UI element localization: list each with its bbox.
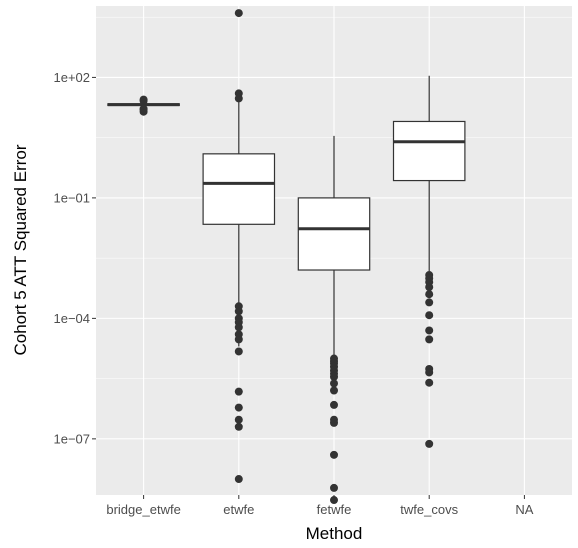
outlier-point [330, 400, 338, 409]
box-bridge-etwfe [107, 95, 180, 116]
box-fetwfe [297, 135, 371, 505]
outlier-point [330, 386, 338, 395]
y-axis-title: Cohort 5 ATT Squared Error [11, 144, 30, 355]
x-axis-title: Method [306, 524, 363, 543]
x-tick-label: twfe_covs [400, 502, 458, 517]
outlier-point [139, 95, 148, 104]
x-tick-label: fetwfe [317, 502, 352, 517]
interquartile-box [202, 153, 276, 225]
box-etwfe [202, 9, 276, 484]
y-tick-labels: 1e+02 1e−01 1e−04 1e−07 [53, 70, 96, 446]
box-layer [107, 9, 466, 505]
outlier-point [234, 347, 243, 356]
outlier-point [425, 378, 434, 387]
outlier-point [330, 418, 338, 427]
outlier-point [139, 104, 148, 113]
outlier-point [425, 290, 434, 299]
outlier-point [234, 323, 243, 332]
x-tick-label: etwfe [223, 502, 254, 517]
outlier-point [330, 483, 338, 492]
outlier-point [234, 387, 243, 396]
outlier-point [234, 335, 243, 344]
outlier-point [234, 422, 243, 431]
outlier-point [330, 450, 338, 459]
outlier-point [234, 307, 243, 316]
y-tick-label: 1e+02 [53, 70, 90, 85]
x-tick-labels: bridge_etwfe etwfe fetwfe twfe_covs NA [106, 495, 534, 517]
outlier-point [234, 9, 243, 18]
outlier-point [425, 298, 434, 307]
outlier-point [425, 326, 434, 335]
outlier-point [330, 379, 338, 388]
y-tick-label: 1e−07 [53, 431, 90, 446]
outlier-point [425, 311, 434, 320]
outlier-point [234, 415, 243, 424]
outlier-point [425, 335, 434, 344]
outlier-point [425, 368, 434, 377]
outlier-point [234, 94, 243, 103]
outlier-point [330, 496, 338, 505]
interquartile-box [392, 120, 466, 182]
outlier-point [234, 475, 243, 484]
outlier-point [234, 403, 243, 412]
x-tick-label: NA [515, 502, 533, 517]
y-tick-label: 1e−01 [53, 190, 90, 205]
outlier-point [425, 439, 434, 448]
y-tick-label: 1e−04 [53, 311, 90, 326]
x-tick-label: bridge_etwfe [106, 502, 180, 517]
outlier-point [425, 283, 434, 292]
interquartile-box [297, 197, 371, 271]
outlier-point [330, 372, 338, 381]
box-twfe-covs [392, 75, 466, 448]
